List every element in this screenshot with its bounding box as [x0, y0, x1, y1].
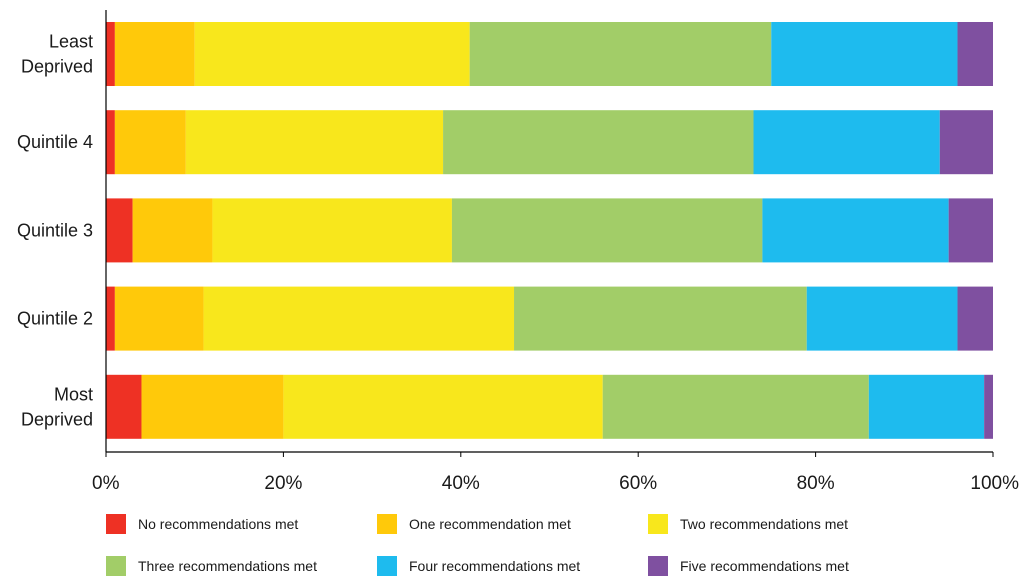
legend-swatch — [648, 514, 668, 534]
x-tick-label: 100% — [970, 473, 1019, 494]
legend: No recommendations met One recommendation… — [106, 514, 849, 576]
legend-swatch — [377, 556, 397, 576]
legend-swatch — [648, 556, 668, 576]
bar-segment — [602, 374, 869, 439]
legend-item: Three recommendations met — [106, 556, 317, 576]
bar-segment — [753, 110, 940, 175]
x-tick-label: 80% — [797, 473, 835, 494]
bar-segment — [762, 198, 949, 263]
bar-segment — [114, 22, 195, 86]
legend-item: Four recommendations met — [377, 556, 580, 576]
category-labels: Least Deprived Quintile 4 Quintile 3 Quintil… — [17, 32, 93, 430]
legend-label: Two recommendations met — [680, 516, 848, 532]
bar-segment — [514, 286, 807, 351]
category-label: Most — [54, 384, 93, 404]
bar-segment — [114, 110, 186, 175]
bar-segment — [771, 22, 958, 86]
legend-label: No recommendations met — [138, 516, 298, 532]
bar-segment — [106, 110, 115, 175]
bar-segment — [806, 286, 958, 351]
bar-segment — [868, 374, 985, 439]
bar-segment — [957, 22, 993, 86]
category-label: Deprived — [21, 409, 93, 429]
legend-item: Five recommendations met — [648, 556, 849, 576]
bar-segment — [957, 286, 993, 351]
legend-item: Two recommendations met — [648, 514, 848, 534]
x-tick-label: 20% — [264, 473, 302, 494]
category-label: Least — [49, 32, 93, 52]
legend-item: No recommendations met — [106, 514, 298, 534]
bars-group — [106, 22, 993, 439]
x-tick-label: 0% — [92, 473, 120, 494]
category-label: Quintile 2 — [17, 309, 93, 329]
bar-segment — [114, 286, 204, 351]
bar-segment — [443, 110, 754, 175]
x-tick-label: 40% — [442, 473, 480, 494]
legend-label: One recommendation met — [409, 516, 571, 532]
bar-segment — [984, 374, 993, 439]
bar-segment — [283, 374, 603, 439]
bar-segment — [939, 110, 993, 175]
legend-swatch — [377, 514, 397, 534]
bar-segment — [141, 374, 284, 439]
legend-item: One recommendation met — [377, 514, 571, 534]
legend-swatch — [106, 556, 126, 576]
axes-group — [105, 10, 993, 453]
category-label: Deprived — [21, 57, 93, 77]
bar-segment — [185, 110, 444, 175]
category-label: Quintile 4 — [17, 132, 93, 152]
legend-swatch — [106, 514, 126, 534]
bar-segment — [203, 286, 515, 351]
bar-segment — [106, 22, 115, 86]
bar-segment — [194, 22, 470, 86]
bar-segment — [106, 374, 142, 439]
bar-segment — [451, 198, 763, 263]
bar-segment — [132, 198, 213, 263]
bar-segment — [106, 198, 133, 263]
bar-segment — [948, 198, 993, 263]
x-tick-group: 0% 20% 40% 60% 80% 100% — [92, 452, 1019, 494]
x-tick-label: 60% — [619, 473, 657, 494]
legend-label: Three recommendations met — [138, 558, 317, 574]
legend-label: Four recommendations met — [409, 558, 580, 574]
category-label: Quintile 3 — [17, 220, 93, 240]
bar-segment — [469, 22, 772, 86]
legend-label: Five recommendations met — [680, 558, 849, 574]
bar-segment — [106, 286, 115, 351]
bar-segment — [212, 198, 452, 263]
